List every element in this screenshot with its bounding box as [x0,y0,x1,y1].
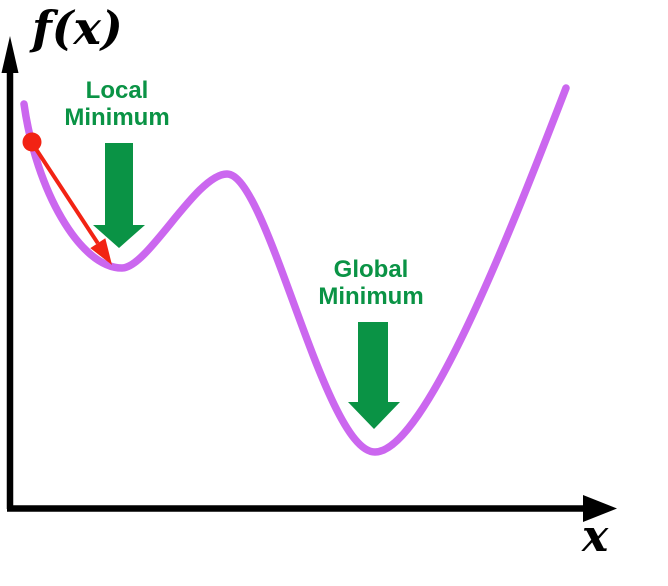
global-minimum-label-line2: Minimum [318,283,424,310]
global-minimum-label-line1: Global [333,256,409,283]
y-axis-label: f(x) [32,1,123,55]
local-minimum-arrow-icon [93,143,145,248]
local-minimum-label-line1: Local [85,77,149,104]
x-axis-arrowhead-icon [583,495,617,522]
descent-arrowhead-icon [90,238,112,265]
function-curve [20,84,570,456]
start-point-dot [22,132,42,152]
x-axis-label: x [582,511,609,562]
local-minimum-label-line2: Minimum [64,104,170,131]
global-minimum-label: Global Minimum [281,256,461,310]
descent-arrow [32,144,100,245]
y-axis-arrowhead-icon [1,36,19,73]
local-minimum-label: Local Minimum [27,77,207,131]
global-minimum-arrow-icon [348,322,400,429]
